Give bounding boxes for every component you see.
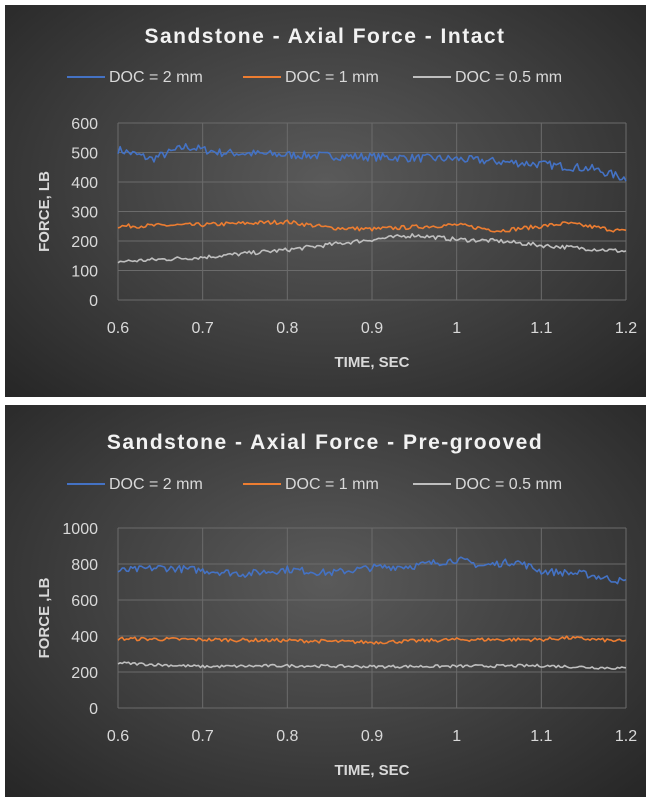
x-axis-label: TIME, SEC xyxy=(334,354,409,371)
y-tick-label: 1000 xyxy=(62,521,98,538)
x-tick-label: 0.9 xyxy=(361,320,383,337)
legend-label-doc-0-5-mm: DOC = 0.5 mm xyxy=(455,69,562,86)
x-tick-label: 0.8 xyxy=(276,320,298,337)
chart-title: Sandstone - Axial Force - Intact xyxy=(144,25,505,48)
legend-label-doc-1-mm: DOC = 1 mm xyxy=(285,69,379,86)
series-line-doc-0-5-mm xyxy=(117,661,627,670)
series-line-doc-1-mm xyxy=(117,219,627,233)
chart-intact: Sandstone - Axial Force - Intact DOC = 2 … xyxy=(36,25,637,371)
y-axis-label: FORCE ,LB xyxy=(36,577,53,658)
x-tick-label: 1.2 xyxy=(615,320,637,337)
y-tick-label: 200 xyxy=(71,665,98,682)
x-tick-label: 0.8 xyxy=(276,728,298,745)
y-tick-label: 400 xyxy=(71,175,98,192)
y-tick-label: 200 xyxy=(71,234,98,251)
chart-panel-pregrooved: Sandstone - Axial Force - Pre-grooved DOC… xyxy=(5,405,646,797)
chart-panel-intact: Sandstone - Axial Force - Intact DOC = 2 … xyxy=(5,5,646,397)
legend-label-doc-1-mm: DOC = 1 mm xyxy=(285,476,379,493)
chart-pregrooved: Sandstone - Axial Force - Pre-grooved DOC… xyxy=(36,431,637,779)
legend-label-doc-0-5-mm: DOC = 0.5 mm xyxy=(455,476,562,493)
y-tick-label: 600 xyxy=(71,116,98,133)
y-tick-label: 0 xyxy=(89,293,98,310)
chart-title: Sandstone - Axial Force - Pre-grooved xyxy=(107,431,543,454)
series-line-doc-2-mm xyxy=(117,143,627,182)
x-tick-label: 1.1 xyxy=(530,320,552,337)
x-tick-label: 0.6 xyxy=(107,320,129,337)
y-tick-label: 0 xyxy=(89,701,98,718)
legend-label-doc-2-mm: DOC = 2 mm xyxy=(109,69,203,86)
y-tick-label: 400 xyxy=(71,629,98,646)
x-tick-label: 1.2 xyxy=(615,728,637,745)
y-axis-label: FORCE, LB xyxy=(36,171,53,252)
series-line-doc-0-5-mm xyxy=(117,233,627,264)
y-tick-label: 300 xyxy=(71,205,98,222)
x-axis-label: TIME, SEC xyxy=(334,762,409,779)
legend-label-doc-2-mm: DOC = 2 mm xyxy=(109,476,203,493)
x-tick-label: 1.1 xyxy=(530,728,552,745)
x-tick-label: 0.6 xyxy=(107,728,129,745)
y-tick-label: 800 xyxy=(71,557,98,574)
y-tick-label: 600 xyxy=(71,593,98,610)
x-tick-label: 0.7 xyxy=(192,320,214,337)
y-tick-label: 100 xyxy=(71,264,98,281)
x-tick-label: 1 xyxy=(452,320,461,337)
x-tick-label: 0.9 xyxy=(361,728,383,745)
x-tick-label: 1 xyxy=(452,728,461,745)
series-line-doc-1-mm xyxy=(117,635,627,645)
series-line-doc-2-mm xyxy=(117,556,627,585)
x-tick-label: 0.7 xyxy=(192,728,214,745)
y-tick-label: 500 xyxy=(71,146,98,163)
